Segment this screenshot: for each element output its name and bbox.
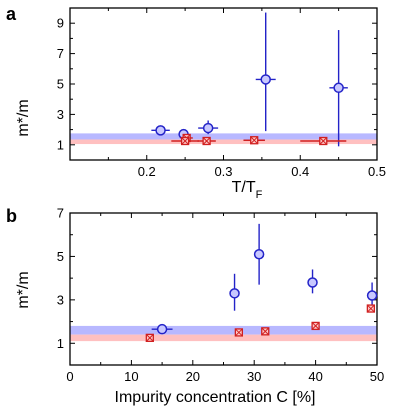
panel-b-xtick-label: 10 bbox=[124, 369, 138, 384]
panel-a-letter: a bbox=[6, 4, 17, 24]
panel-b-series-0-point-0-marker bbox=[156, 323, 168, 335]
panel-b-series-0-point-4 bbox=[366, 282, 378, 309]
panel-a-ytick-label: 7 bbox=[57, 46, 64, 61]
panel-a-ytick-label: 5 bbox=[57, 77, 64, 92]
panel-b-series-0-point-1 bbox=[229, 273, 240, 311]
panel-b-xtick-label: 50 bbox=[370, 369, 384, 384]
panel-a-series-0-point-2 bbox=[198, 120, 219, 135]
panel-a-plot: 0.2 0.3 0.4 0.5 1 3 5 7 9 bbox=[57, 7, 386, 179]
panel-a-series-1-point-3 bbox=[243, 136, 265, 145]
panel-a-series-0-point-0 bbox=[151, 125, 170, 136]
panel-a-series-1-point-2 bbox=[197, 136, 216, 146]
panel-b-xlabel: Impurity concentration C [%] bbox=[115, 389, 316, 406]
panel-b-series-1-point-1-marker-x2 bbox=[234, 328, 243, 337]
panel-a-xtick-label: 0.5 bbox=[368, 164, 386, 179]
panel-b-xtick-label: 30 bbox=[247, 369, 261, 384]
panel-a-xtick-label: 0.3 bbox=[214, 164, 232, 179]
panel-b-ytick-label: 1 bbox=[57, 336, 64, 351]
panel-a-xtick-label: 0.4 bbox=[291, 164, 309, 179]
panel-a-series-1-point-2-marker-x2 bbox=[202, 137, 211, 145]
panel-b-ytick-label: 3 bbox=[57, 292, 64, 307]
panel-b-series-1-point-2 bbox=[261, 327, 270, 336]
panel-a-ytick-label: 1 bbox=[57, 137, 64, 152]
panel-b-ytick-label: 7 bbox=[57, 206, 64, 221]
panel-b-series-0-point-2 bbox=[253, 223, 265, 285]
panel-a: a m*/m T/TF 0.2 0.3 0.4 0.5 1 3 5 7 9 bbox=[6, 4, 386, 201]
panel-b-series-1-point-4 bbox=[366, 304, 376, 313]
panel-a-ytick-label: 3 bbox=[57, 107, 64, 122]
panel-b-series-1-point-2-marker-x2 bbox=[261, 327, 270, 336]
panel-a-series-0-point-2-marker bbox=[202, 122, 214, 134]
panel-a-series-1-point-1 bbox=[171, 136, 199, 146]
panel-a-series-0-point-4-marker bbox=[333, 82, 344, 94]
panel-b-ytick-label: 5 bbox=[57, 249, 64, 264]
panel-b-series-0-point-1-marker bbox=[229, 288, 240, 299]
panel-b-series-1-point-0 bbox=[145, 333, 154, 343]
panel-b-band-0 bbox=[70, 325, 377, 335]
panel-b-ylabel: m*/m bbox=[15, 271, 32, 308]
panel-a-series-1-point-3-marker-x2 bbox=[250, 136, 259, 145]
panel-a-series-0-point-3 bbox=[255, 12, 276, 132]
panel-b-series-0-point-0 bbox=[151, 323, 173, 335]
panel-b-band-1 bbox=[70, 334, 377, 342]
panel-b-xtick-label: 40 bbox=[308, 369, 322, 384]
panel-a-band-1 bbox=[70, 139, 377, 145]
panel-a-ylabel: m*/m bbox=[15, 99, 32, 136]
panel-b-plot: 0 10 20 30 40 50 1 3 5 7 bbox=[57, 206, 384, 385]
panel-b-series-1-point-4-marker-x2 bbox=[367, 304, 375, 313]
panel-b-series-0-point-3 bbox=[307, 269, 318, 294]
panel-a-series-0-point-4 bbox=[329, 30, 348, 147]
panel-a-series-0-point-0-marker bbox=[155, 125, 166, 136]
panel-b-series-0-point-4-marker bbox=[366, 290, 378, 301]
panel-b-letter: b bbox=[6, 206, 17, 226]
panel-b-series-0-point-3-marker bbox=[307, 277, 318, 288]
panel-b: b m*/m Impurity concentration C [%] 0 10 2… bbox=[6, 206, 384, 407]
panel-a-series-1-point-4-marker-x2 bbox=[319, 137, 328, 145]
panel-b-series-0-point-2-marker bbox=[253, 249, 265, 260]
panel-b-xtick-label: 20 bbox=[186, 369, 200, 384]
panel-a-xlabel: T/TF bbox=[232, 179, 263, 201]
panel-a-series-1-point-4 bbox=[300, 136, 347, 146]
panel-a-xtick-label: 0.2 bbox=[138, 164, 156, 179]
panel-a-series-1-point-1-marker-x2 bbox=[181, 137, 189, 145]
panel-b-series-1-point-1 bbox=[234, 328, 244, 337]
panel-b-series-1-point-0-marker-x2 bbox=[145, 334, 154, 342]
panel-a-ytick-label: 9 bbox=[57, 16, 64, 31]
panel-a-xlabel-sub: F bbox=[256, 189, 263, 201]
panel-b-frame bbox=[69, 212, 378, 366]
panel-b-series-1-point-3 bbox=[311, 321, 320, 331]
panel-b-xtick-label: 0 bbox=[66, 369, 73, 384]
panel-b-series-1-point-3-marker-x2 bbox=[311, 322, 320, 330]
panel-a-band-0 bbox=[70, 133, 377, 140]
panel-a-series-0-point-3-marker bbox=[260, 74, 271, 85]
panel-a-xlabel-main: T/T bbox=[232, 179, 256, 196]
